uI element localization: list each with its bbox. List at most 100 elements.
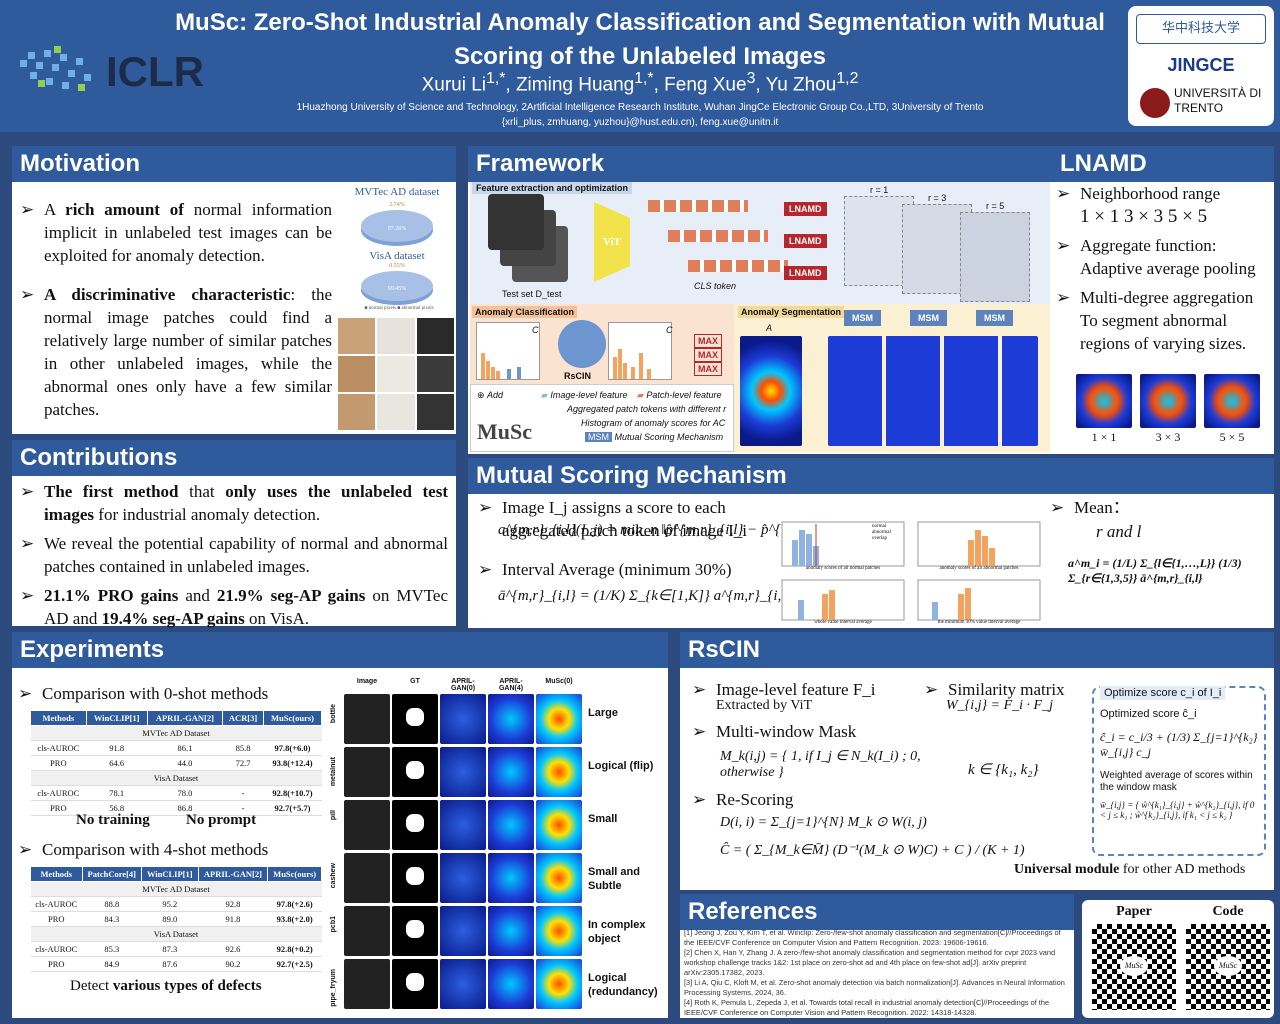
no-prompt-label: No prompt [186, 812, 257, 828]
table-cell: 92.8(+10.7) [263, 785, 322, 801]
table-header-cell: WinCLIP[1] [141, 866, 199, 882]
qr-code-label: Code [1212, 904, 1244, 919]
rscin-graph-icon [558, 320, 606, 368]
table-cell: 92.8(+0.2) [267, 941, 322, 957]
table-cell: 64.6 [86, 755, 148, 771]
grid-image-cell [440, 694, 486, 744]
table-header-cell: MuSc(ours) [263, 710, 322, 726]
table-row: cls-AUROC 88.8 95.2 92.8 97.8(+2.6) [30, 896, 322, 912]
partner-logos: 华中科技大学 JINGCE UNIVERSITÀ DI TRENTO [1128, 6, 1274, 126]
patch-tokens-3 [688, 260, 788, 272]
table-header-cell: MuSc(ours) [267, 866, 322, 882]
table-cell: 56.8 [86, 800, 148, 816]
lnamd-box-1: LNAMD [784, 202, 827, 216]
lnamd-box-3: LNAMD [784, 266, 827, 280]
svg-text:ICLR: ICLR [106, 48, 204, 95]
lnamd-cap-1: 1 × 1 [1091, 430, 1117, 444]
exp-heading-0shot: Comparison with 0-shot methods [18, 682, 318, 705]
rscin-heading: RsCIN [680, 632, 1274, 668]
table-cell: cls-AUROC [30, 785, 87, 801]
contributions-panel: Contributions The first method that only… [12, 440, 456, 628]
table-cell: 85.3 [82, 941, 142, 957]
table-row: PRO 84.9 87.6 90.2 92.7(+2.5) [30, 956, 322, 972]
sample-wood-2 [338, 356, 376, 392]
patch-tokens-1 [648, 200, 748, 212]
grid-image-cell [440, 853, 486, 903]
experiments-heading: Experiments [12, 632, 668, 668]
table-section: VisA Dataset [30, 926, 322, 942]
qr-paper-icon[interactable]: MuSc [1092, 924, 1176, 1010]
grid-image-cell [392, 747, 438, 797]
table-header-cell: APRIL-GAN[2] [197, 866, 269, 882]
musc-logo-text: MuSc [477, 419, 532, 444]
grid-image-cell [488, 747, 534, 797]
table-row: PRO 64.6 44.0 72.7 93.8(+12.4) [30, 755, 322, 771]
reference-2: [2] Chen X, Han Y, Zhang J. A zero-/few-… [684, 948, 1056, 977]
msm-eq-3: a^m_i = (1/L) Σ_{l∈{1,…,L}} (1/3) Σ_{r∈{… [1068, 556, 1242, 585]
detect-caption: Detect various types of defects [70, 978, 262, 994]
framework-heading: Framework [468, 146, 1052, 182]
qr-panel: Paper Code MuSc MuSc [1082, 900, 1274, 1018]
motivation-heading: Motivation [12, 146, 456, 182]
table-cell: 89.0 [141, 911, 199, 927]
table-cell: PRO [30, 800, 87, 816]
svg-text:99.45%: 99.45% [388, 286, 407, 292]
grid-image-cell [536, 800, 582, 850]
grid-image-cell [344, 853, 390, 903]
table-cell: 87.3 [141, 941, 199, 957]
grid-image-cell [392, 959, 438, 1009]
msm-eq-1: a^{m,r}_{i,l}(I_j) = min_n ‖p̂^{m,r}_{i,… [498, 522, 845, 538]
c-label-left: C [532, 325, 539, 335]
table-cell: cls-AUROC [30, 896, 83, 912]
table-cell: 78.1 [86, 785, 148, 801]
anomaly-segmentation-label: Anomaly Segmentation [738, 306, 845, 318]
table-row: VisA Dataset [30, 770, 322, 786]
table-section: MVTec AD Dataset [30, 881, 322, 897]
table-cell: 44.0 [147, 755, 223, 771]
table-row: VisA Dataset [30, 926, 322, 942]
iclr-logo: ICLR [18, 40, 248, 100]
qualitative-grid: Image GT APRIL-GAN(0) APRIL-GAN(4) MuSc(0) b… [330, 678, 660, 1012]
qr-code-icon[interactable]: MuSc [1186, 924, 1270, 1010]
grid-image-cell [488, 694, 534, 744]
rscin-eq-c: Ĉ = ( Σ_{M_k∈M̄} (D⁻¹(M_k ⊙ W)C) + C ) /… [720, 843, 1025, 858]
msm-bullet-1: Image I_j assigns a score to each aggreg… [478, 496, 768, 542]
histogram-c-left [476, 322, 540, 380]
grid-image-cell [536, 694, 582, 744]
rscin-b1-sub: Extracted by ViT [716, 698, 813, 713]
table-cell: 91.8 [86, 740, 148, 756]
table-cell: 86.8 [147, 800, 223, 816]
table-cell: 84.3 [82, 911, 142, 927]
rscin-bullet-1: Image-level feature F_i [692, 678, 932, 701]
grid-image-cell [488, 800, 534, 850]
rscin-eq-d: D(i, i) = Σ_{j=1}^{N} M_k ⊙ W(i, j) [720, 815, 927, 830]
grid-image-cell [488, 853, 534, 903]
test-set-label: Test set D_test [502, 289, 562, 299]
table-cell: 87.6 [141, 956, 199, 972]
table-section: MVTec AD Dataset [30, 725, 322, 741]
hust-logo: 华中科技大学 [1136, 14, 1266, 44]
table-row: cls-AUROC 85.3 87.3 92.6 92.8(+0.2) [30, 941, 322, 957]
grid-row-name: metalnut [330, 757, 337, 787]
grid-image-cell [536, 959, 582, 1009]
grid-image-cell [536, 747, 582, 797]
reference-list: [1] Jeong J, Zou Y, Kim T, et al. Wincli… [684, 928, 1070, 1018]
table-header-cell: APRIL-GAN[2] [146, 710, 224, 726]
grid-image-cell [440, 906, 486, 956]
table-row: PRO 56.8 86.8-92.7(+5.7) [30, 800, 322, 816]
final-anomaly-map [740, 336, 802, 446]
patch-feature-icon: ▰ [637, 390, 647, 400]
table-cell: cls-AUROC [30, 941, 83, 957]
lnamd-box-2: LNAMD [784, 234, 827, 248]
grid-col-header: APRIL-GAN(4) [498, 678, 524, 692]
rscin-sim-eq: W_{i,j} = F_i · F_j [946, 698, 1053, 713]
motivation-bullet-2: A discriminative characteristic: the nor… [20, 283, 332, 421]
r5-label: r = 5 [986, 201, 1005, 211]
rscin-k-set: k ∈ {k₁, k₂} [968, 762, 1039, 778]
grid-col-header: Image [356, 678, 378, 685]
table-header-cell: Methods [30, 710, 87, 726]
table-cell: 92.7(+5.7) [263, 800, 322, 816]
msm-panel: Mutual Scoring Mechanism Image I_j assig… [468, 458, 1274, 628]
